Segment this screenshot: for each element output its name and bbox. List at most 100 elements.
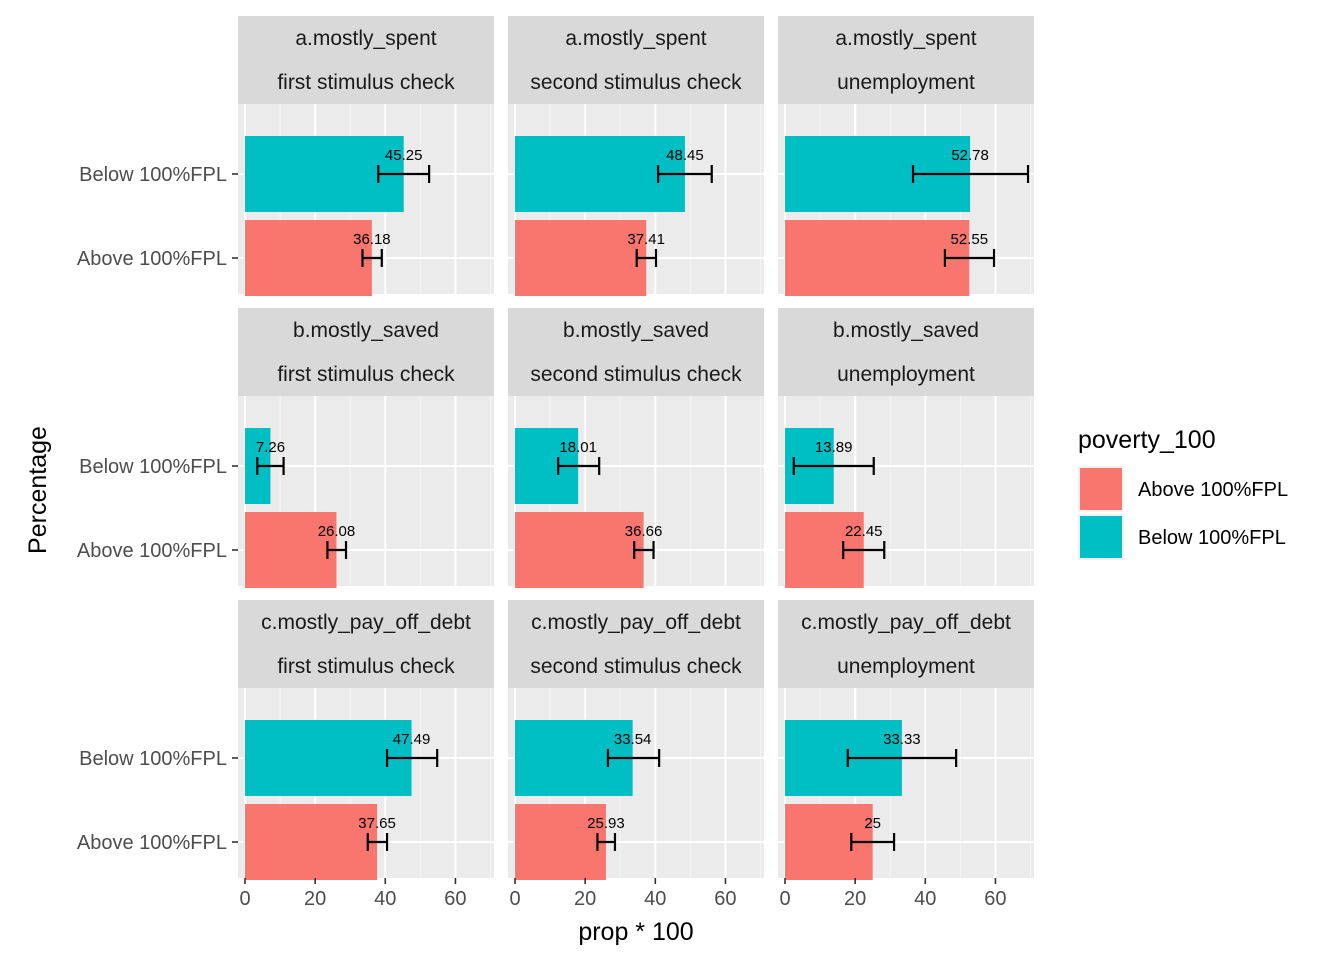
data-label: 22.45 [845, 523, 883, 540]
strip-row-label: b.mostly_saved [563, 319, 709, 342]
strip-col-label: unemployment [837, 655, 975, 678]
axes-layer: Below 100%FPL Above 100%FPL Below 100%FPL A… [24, 164, 1007, 946]
x-tick-label: 0 [239, 888, 250, 910]
data-label: 25.93 [587, 815, 625, 832]
bar [245, 220, 372, 296]
facet-bars: 33.54 25.93 [515, 720, 661, 880]
strip-col-label-bg [778, 644, 1034, 688]
x-tick-label: 60 [444, 888, 466, 910]
data-label: 37.41 [627, 231, 665, 248]
bar [515, 220, 647, 296]
strip-row-label-bg [778, 308, 1034, 352]
data-label: 36.66 [625, 523, 663, 540]
x-tick-label: 20 [574, 888, 596, 910]
bar [515, 512, 644, 588]
data-label: 26.08 [318, 523, 356, 540]
strip-row-label-bg [508, 600, 764, 644]
strip-row-label: c.mostly_pay_off_debt [531, 611, 741, 634]
strip-col-label: first stimulus check [277, 655, 455, 678]
strip-col-label: second stimulus check [530, 71, 742, 94]
data-label: 48.45 [666, 147, 704, 164]
y-tick-label: Above 100%FPL [77, 248, 227, 270]
facet-bars: 45.25 36.18 [245, 136, 431, 296]
legend-title: poverty_100 [1078, 426, 1216, 454]
strip-row-label: a.mostly_spent [565, 27, 706, 50]
strip-row-label: a.mostly_spent [295, 27, 436, 50]
strip-row-label: c.mostly_pay_off_debt [261, 611, 471, 634]
strip-row-label-bg [778, 600, 1034, 644]
y-axis-title: Percentage [24, 426, 52, 554]
strip-col-label: unemployment [837, 363, 975, 386]
data-label: 25 [864, 815, 881, 832]
strip-col-label: first stimulus check [277, 71, 455, 94]
x-tick-label: 20 [304, 888, 326, 910]
strip-row-label: b.mostly_saved [833, 319, 979, 342]
x-tick-label: 40 [644, 888, 666, 910]
bar [515, 136, 685, 212]
x-tick-label: 60 [714, 888, 736, 910]
bar [245, 512, 337, 588]
strip-col-label-bg [508, 644, 764, 688]
strip-col-label-bg [238, 644, 494, 688]
strip-col-label-bg [778, 60, 1034, 104]
legend-label: Above 100%FPL [1138, 479, 1288, 501]
x-tick-label: 40 [374, 888, 396, 910]
bar [785, 220, 970, 296]
strip-col-label-bg [508, 352, 764, 396]
data-label: 33.33 [883, 731, 921, 748]
data-label: 33.54 [614, 731, 652, 748]
data-label: 52.78 [951, 147, 989, 164]
legend-swatch [1080, 516, 1122, 558]
data-label: 47.49 [393, 731, 431, 748]
legend-swatch [1080, 468, 1122, 510]
strip-col-label: first stimulus check [277, 363, 455, 386]
x-tick-label: 0 [779, 888, 790, 910]
facet-panel: c.mostly_pay_off_debt unemployment [778, 600, 1034, 878]
data-label: 7.26 [256, 439, 285, 456]
legend-label: Below 100%FPL [1138, 527, 1286, 549]
strip-row-label-bg [238, 308, 494, 352]
bar [245, 804, 378, 880]
facet-bars: 13.89 22.45 [785, 428, 886, 588]
x-tick-label: 0 [509, 888, 520, 910]
strip-col-label-bg [238, 352, 494, 396]
x-tick-label: 20 [844, 888, 866, 910]
strip-row-label-bg [508, 16, 764, 60]
data-label: 45.25 [385, 147, 423, 164]
facet-bars: 48.45 37.41 [515, 136, 713, 296]
facet-bars: 47.49 37.65 [245, 720, 439, 880]
data-label: 52.55 [951, 231, 989, 248]
strip-row-label-bg [238, 600, 494, 644]
y-tick-label: Below 100%FPL [79, 164, 227, 186]
facet-bars: 33.33 25 [785, 720, 958, 880]
strip-row-label-bg [238, 16, 494, 60]
x-axis-title: prop * 100 [578, 918, 693, 946]
data-label: 18.01 [559, 439, 597, 456]
facet-bars: 7.26 26.08 [245, 428, 355, 588]
facet-bars: 52.78 52.55 [785, 136, 1030, 296]
strip-col-label: second stimulus check [530, 655, 742, 678]
strip-col-label: second stimulus check [530, 363, 742, 386]
data-label: 13.89 [815, 439, 853, 456]
strip-row-label: c.mostly_pay_off_debt [801, 611, 1011, 634]
strip-row-label-bg [508, 308, 764, 352]
strip-row-label-bg [778, 16, 1034, 60]
y-tick-label: Above 100%FPL [77, 540, 227, 562]
y-tick-label: Below 100%FPL [79, 456, 227, 478]
strip-col-label-bg [238, 60, 494, 104]
x-tick-label: 60 [984, 888, 1006, 910]
bar [515, 804, 606, 880]
strip-row-label: b.mostly_saved [293, 319, 439, 342]
strip-row-label: a.mostly_spent [835, 27, 976, 50]
strip-col-label-bg [508, 60, 764, 104]
y-tick-label: Below 100%FPL [79, 748, 227, 770]
strip-col-label: unemployment [837, 71, 975, 94]
legend: poverty_100 Above 100%FPL Below 100%FPL [1078, 426, 1288, 560]
facet-bars: 18.01 36.66 [515, 428, 662, 588]
data-label: 36.18 [353, 231, 391, 248]
data-label: 37.65 [358, 815, 396, 832]
strip-col-label-bg [778, 352, 1034, 396]
bar [245, 720, 412, 796]
